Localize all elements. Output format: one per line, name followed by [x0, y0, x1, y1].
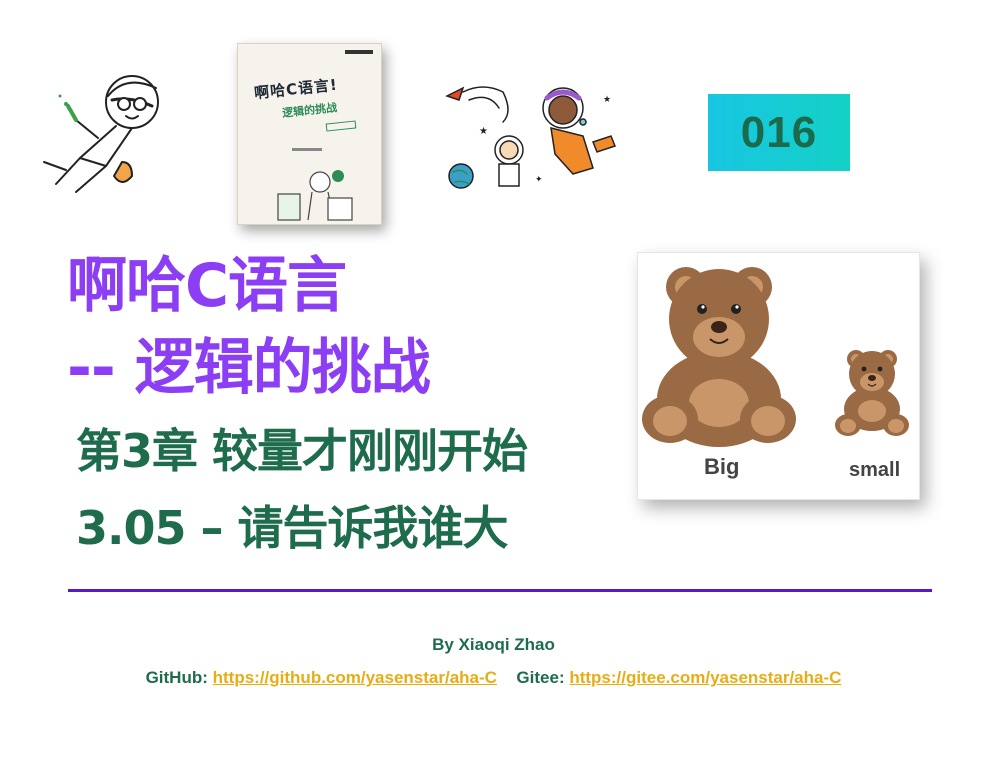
small-label: small: [849, 459, 901, 481]
repository-links: GitHub: https://github.com/yasenstar/aha…: [0, 668, 987, 688]
main-title: 啊哈C语言: [67, 251, 347, 321]
gitee-label: Gitee:: [516, 668, 565, 687]
publisher-logo: [345, 50, 373, 54]
book-title: 啊哈C语言!: [253, 75, 339, 103]
github-link[interactable]: https://github.com/yasenstar/aha-C: [212, 668, 497, 687]
astronauts-illustration: ★ ✦ ★: [443, 82, 623, 194]
author-byline: By Xiaoqi Zhao: [432, 635, 555, 654]
edition-stamp: [325, 120, 357, 132]
lesson-number: 016: [740, 107, 818, 157]
github-label: GitHub:: [145, 668, 208, 687]
small-bear-icon: [835, 350, 909, 436]
divider-line: [68, 589, 932, 592]
chapter-title: 第3章 较量才刚刚开始: [76, 424, 528, 478]
scientist-illustration: [36, 66, 168, 194]
big-label: Big: [704, 454, 740, 479]
lesson-number-badge: 016: [708, 94, 850, 171]
bears-comparison-image: Big small: [637, 252, 920, 500]
book-subtitle: 逻辑的挑战: [281, 101, 338, 120]
book-illustration: [277, 170, 353, 221]
section-title: 3.05 – 请告诉我谁大: [76, 501, 509, 555]
big-bear-icon: [642, 267, 796, 447]
author-line: [292, 148, 322, 151]
main-subtitle: -- 逻辑的挑战: [67, 333, 431, 403]
svg-text:✦: ✦: [535, 175, 543, 185]
book-cover-image: 啊哈C语言! 逻辑的挑战: [237, 43, 382, 225]
gitee-link[interactable]: https://gitee.com/yasenstar/aha-C: [569, 668, 842, 687]
svg-text:★: ★: [479, 126, 488, 137]
svg-text:★: ★: [603, 95, 611, 105]
